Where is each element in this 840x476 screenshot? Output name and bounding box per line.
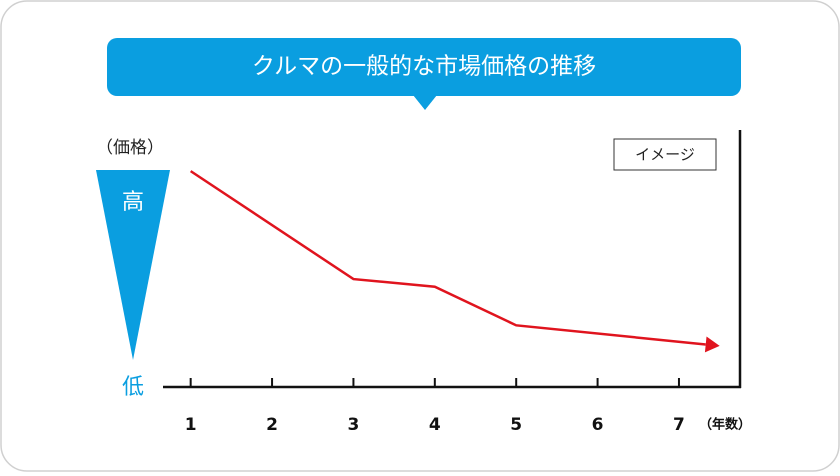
x-tick-label: 1: [185, 415, 197, 435]
annotation-box: [613, 138, 717, 171]
x-tick-label: 7: [673, 415, 685, 435]
annotation: イメージ: [635, 146, 695, 164]
x-tick-label: 6: [592, 415, 604, 435]
chart-title: クルマの一般的な市場価格の推移: [252, 54, 596, 80]
high-label: 高: [122, 190, 144, 215]
x-tick-label: 4: [429, 415, 441, 435]
low-label: 低: [122, 375, 144, 400]
x-axis-label: （年数）: [699, 417, 751, 433]
y-axis-label: （価格）: [96, 138, 164, 158]
title-box: [107, 38, 741, 96]
arrow-head: [704, 336, 720, 353]
x-tick-label: 3: [348, 415, 360, 435]
price-triangle: [96, 170, 170, 360]
x-tick-label: 2: [266, 415, 278, 435]
x-tick-label: 5: [510, 415, 522, 435]
title-pointer: [413, 95, 437, 110]
price-line: [189, 170, 706, 346]
